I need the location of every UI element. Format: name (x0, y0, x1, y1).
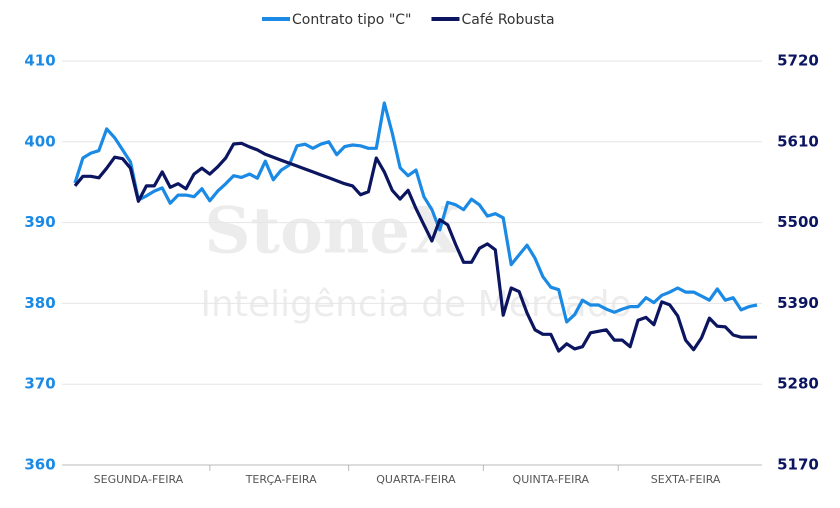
y2-tick-label: 5610 (777, 132, 819, 150)
y2-tick-label: 5720 (777, 52, 819, 70)
y2-tick-label: 5280 (777, 375, 819, 393)
y2-tick-label: 5390 (777, 294, 819, 312)
y-tick-label: 360 (24, 456, 55, 474)
x-tick-label: SEXTA-FEIRA (651, 473, 721, 486)
series-line (73, 141, 757, 353)
x-tick-label: QUINTA-FEIRA (513, 473, 590, 486)
series-line (73, 101, 758, 324)
y-tick-label: 380 (24, 294, 55, 312)
y-tick-label: 400 (24, 132, 55, 150)
y-tick-label: 410 (24, 52, 55, 70)
y2-tick-label: 5500 (777, 213, 819, 231)
x-tick-label: SEGUNDA-FEIRA (94, 473, 184, 486)
y-tick-label: 370 (24, 375, 55, 393)
legend-label: Contrato tipo "C" (292, 12, 411, 28)
x-tick-label: QUARTA-FEIRA (376, 473, 456, 486)
y-tick-label: 390 (24, 213, 55, 231)
x-tick-label: TERÇA-FEIRA (245, 473, 317, 486)
watermark: StoneX (204, 194, 460, 269)
legend-label: Café Robusta (461, 12, 554, 28)
y2-tick-label: 5170 (777, 456, 819, 474)
